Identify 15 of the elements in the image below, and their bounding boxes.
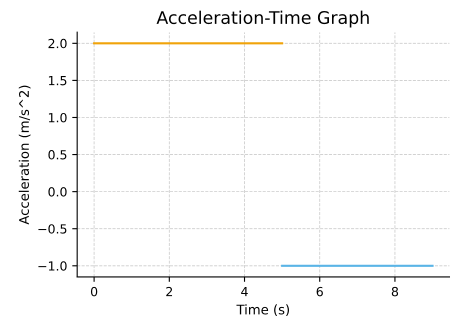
y-tick-label: 1.0: [48, 112, 67, 122]
x-tick-label: 8: [392, 286, 398, 296]
y-tick-label: −1.0: [38, 261, 67, 271]
y-axis-title: Acceleration (m/s^2): [18, 86, 31, 225]
y-tick-label: 2.0: [48, 38, 67, 48]
y-tick-label: −0.5: [38, 224, 66, 234]
x-tick-label: 0: [90, 286, 98, 296]
chart-title: Acceleration-Time Graph: [156, 10, 369, 28]
x-axis-title: Time (s): [236, 304, 290, 316]
y-tick-label: 0.0: [48, 187, 67, 197]
x-tick-label: 4: [241, 287, 248, 296]
y-tick-label: 1.5: [48, 76, 66, 86]
y-tick-label: 0.5: [48, 150, 66, 160]
x-tick-label: 6: [316, 286, 323, 296]
x-tick-label: 2: [166, 286, 172, 296]
